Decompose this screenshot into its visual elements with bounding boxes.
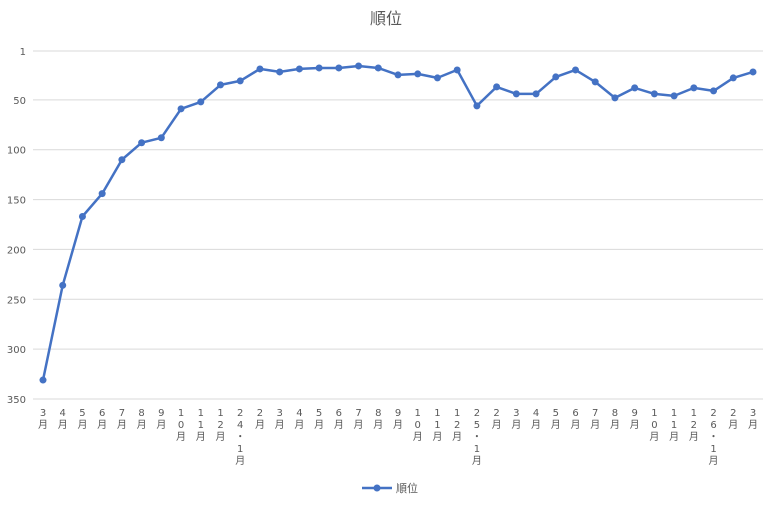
data-point	[710, 87, 718, 95]
data-point	[197, 98, 205, 106]
data-point	[552, 73, 560, 81]
y-tick-label: 150	[7, 196, 26, 207]
data-point	[374, 64, 382, 72]
data-point	[394, 71, 402, 79]
legend: 順位	[362, 481, 418, 495]
data-point	[355, 62, 363, 70]
data-point	[217, 81, 224, 89]
x-tick-label: 2 4 ・ 1 月	[235, 408, 245, 467]
data-point	[276, 68, 284, 76]
data-point	[177, 105, 185, 113]
data-point	[98, 190, 106, 198]
x-tick-label: 2 6 ・ 1 月	[709, 408, 719, 467]
data-point	[433, 74, 441, 82]
data-point	[631, 84, 639, 92]
gridlines	[33, 50, 763, 400]
data-point	[611, 94, 619, 102]
data-point	[749, 68, 757, 76]
data-point	[295, 65, 303, 73]
series-line	[41, 64, 754, 381]
data-point	[59, 281, 67, 289]
data-point	[670, 92, 678, 100]
data-point	[157, 134, 165, 142]
data-point	[650, 90, 658, 98]
data-point	[473, 102, 481, 110]
data-point	[236, 77, 244, 85]
legend-marker-swatch	[373, 484, 381, 492]
data-point	[729, 74, 737, 82]
data-point	[493, 83, 501, 91]
data-point	[414, 70, 422, 78]
chart-title: 順位	[370, 9, 402, 28]
data-point	[335, 64, 343, 72]
data-point	[453, 66, 461, 74]
y-tick-label: 250	[7, 295, 26, 306]
data-point	[256, 65, 264, 73]
y-tick-label: 50	[13, 96, 26, 107]
data-point	[690, 84, 698, 92]
data-point	[512, 90, 520, 98]
legend-series-label: 順位	[396, 481, 418, 495]
y-tick-label: 350	[7, 395, 26, 406]
x-tick-label: 2 5 ・ 1 月	[472, 408, 482, 467]
data-point	[591, 78, 599, 86]
data-point	[138, 139, 146, 147]
data-point	[572, 66, 579, 74]
data-point	[78, 213, 86, 221]
data-point	[315, 64, 323, 72]
data-point	[39, 376, 47, 384]
data-point	[118, 156, 126, 164]
series-layer	[39, 62, 757, 384]
data-point	[532, 90, 540, 98]
y-tick-label: 200	[7, 245, 26, 256]
y-tick-label: 1	[20, 47, 26, 58]
x-axis-ticks: 3 月 4 月 5 月 6 月 7 月 8 月 9 月 1 0 月 1 1 月 1 2 月 2 4 ・ 1 月 2 月 3 月 4 月 5 月 6 月 7 月…	[38, 408, 758, 467]
y-tick-label: 300	[7, 345, 26, 356]
y-tick-label: 100	[7, 146, 26, 157]
